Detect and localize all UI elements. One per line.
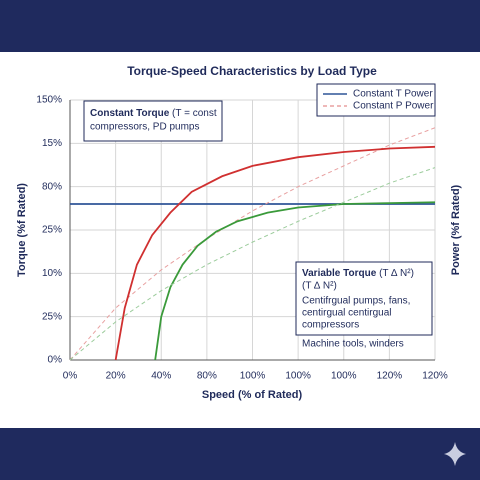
y2-axis-label: Power (%f Rated) (450, 184, 462, 275)
x-tick-label: 100% (240, 371, 266, 382)
annotation: compressors, PD pumps (90, 122, 199, 133)
plot: 0% 25% 10% 25% 80% 15% 150% 0% 20% 40% 80% 100% 100%… (36, 83, 448, 382)
annotation-bold: Constant Torque (90, 108, 170, 119)
y-tick-label: 25% (42, 225, 62, 236)
y-tick-label: 15% (42, 138, 62, 149)
y-axis-label: Torque (%f Rated) (16, 183, 28, 277)
annotation-box (295, 261, 433, 336)
y-tick-label: 150% (36, 95, 62, 106)
bottom-band (0, 428, 480, 480)
annotation-text: (T = const (172, 108, 217, 119)
x-tick-label: 80% (197, 371, 217, 382)
x-tick-label: 120% (422, 371, 448, 382)
x-tick-label: 40% (151, 371, 171, 382)
annotation-box (83, 100, 223, 142)
annotation: (T ∆ N²) (302, 281, 337, 292)
legend-label: Constant T Power (353, 89, 433, 100)
top-band (0, 0, 480, 52)
y-tick-label: 25% (42, 311, 62, 322)
annotation: Constant Torque (T = const (90, 108, 217, 119)
line-series (154, 201, 436, 361)
x-tick-label: 100% (285, 371, 311, 382)
annotation: Centifrgual pumps, fans, (302, 296, 410, 307)
line-series (69, 167, 436, 361)
annotation-text: (T ∆ N²) (379, 268, 414, 279)
annotation: Variable Torque (T ∆ N²) (302, 268, 414, 279)
annotation: compressors (302, 320, 359, 331)
x-tick-label: 0% (63, 371, 78, 382)
legend-box (316, 83, 436, 117)
annotation-bold: Variable Torque (302, 268, 377, 279)
y-tick-label: 80% (42, 181, 62, 192)
line-series (69, 127, 436, 361)
annotation: Machine tools, winders (302, 339, 404, 350)
y-tick-label: 0% (48, 355, 63, 366)
x-tick-label: 100% (331, 371, 357, 382)
annotation: centirgual centirgual (302, 308, 392, 319)
x-tick-label: 120% (377, 371, 403, 382)
y-tick-label: 10% (42, 268, 62, 279)
sparkle-icon (444, 442, 466, 466)
line-series (114, 145, 436, 361)
chart-title: Torque-Speed Characteristics by Load Typ… (127, 64, 377, 78)
legend-label: Constant P Power (353, 101, 434, 112)
x-tick-label: 20% (106, 371, 126, 382)
x-axis-label: Speed (% of Rated) (202, 389, 303, 401)
